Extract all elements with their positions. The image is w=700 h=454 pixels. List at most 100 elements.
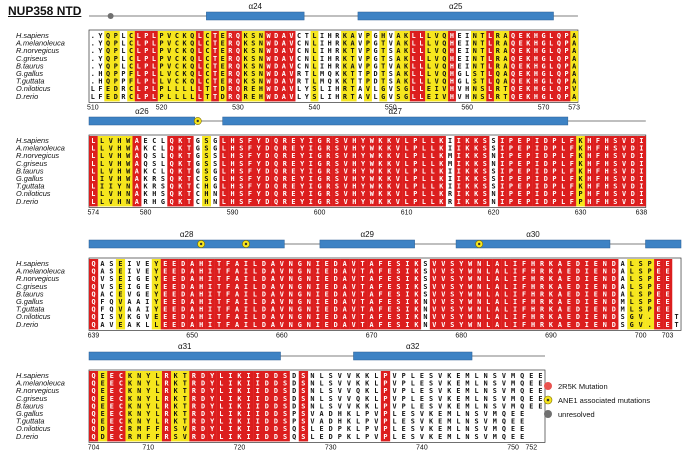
residue-letter: S	[483, 145, 487, 153]
residue-letter: D	[544, 167, 548, 175]
residue-letter: L	[253, 290, 257, 298]
residue-letter: V	[280, 290, 284, 298]
residue-letter: T	[480, 78, 484, 86]
residue-letter: V	[289, 40, 293, 48]
residue-letter: V	[374, 425, 378, 433]
conservation-cell	[196, 259, 206, 330]
residue-letter: S	[396, 290, 400, 298]
residue-letter: K	[579, 183, 584, 191]
conservation-cell	[448, 31, 456, 102]
conservation-cell	[331, 259, 341, 330]
residue-letter: K	[174, 387, 179, 395]
residue-letter: I	[244, 290, 248, 298]
residue-letter: E	[657, 283, 661, 291]
residue-letter: I	[500, 190, 504, 198]
residue-letter: I	[320, 47, 324, 55]
residue-letter: M	[465, 387, 469, 395]
residue-letter: E	[291, 160, 295, 168]
residue-letter: W	[370, 183, 375, 191]
residue-letter: L	[488, 85, 492, 93]
residue-letter: N	[473, 85, 477, 93]
residue-letter: L	[222, 152, 226, 160]
conservation-cell	[501, 259, 511, 330]
residue-letter: V	[389, 40, 393, 48]
residue-letter: L	[456, 418, 460, 426]
residue-letter: S	[639, 298, 643, 306]
residue-letter: N	[307, 306, 311, 314]
residue-letter: V	[622, 198, 626, 206]
residue-letter: S	[204, 145, 208, 153]
residue-letter: H	[605, 175, 609, 183]
residue-letter: D	[181, 321, 185, 329]
residue-letter: N	[603, 290, 607, 298]
residue-letter: L	[427, 70, 431, 78]
position-tick: 540	[309, 104, 321, 111]
residue-letter: Y	[300, 175, 305, 183]
residue-letter: R	[283, 190, 288, 198]
residue-letter: I	[247, 418, 251, 426]
residue-letter: P	[509, 183, 513, 191]
residue-letter: A	[190, 298, 194, 306]
residue-letter: G	[298, 283, 302, 291]
residue-letter: .	[91, 62, 95, 70]
residue-letter: Y	[305, 93, 310, 101]
residue-letter: I	[228, 410, 232, 418]
residue-letter: F	[596, 145, 600, 153]
residue-letter: I	[435, 93, 439, 101]
residue-letter: S	[109, 283, 113, 291]
residue-letter: P	[121, 78, 125, 86]
residue-letter: Q	[170, 175, 174, 183]
residue-letter: N	[310, 395, 314, 403]
residue-letter: L	[160, 70, 164, 78]
residue-letter: D	[612, 283, 616, 291]
residue-letter: V	[118, 313, 122, 321]
species-label: C.griseus	[16, 159, 48, 168]
residue-letter: P	[144, 70, 148, 78]
residue-letter: R	[540, 275, 545, 283]
residue-letter: E	[511, 418, 515, 426]
helix-bar	[353, 351, 473, 361]
residue-letter: K	[414, 290, 419, 298]
residue-letter: Q	[442, 47, 446, 55]
conservation-cell	[104, 31, 113, 102]
residue-letter: P	[564, 85, 568, 93]
residue-letter: K	[579, 167, 584, 175]
residue-letter: L	[405, 198, 409, 206]
ane1-marker-center	[196, 119, 199, 123]
position-tick: 620	[488, 209, 500, 216]
conservation-cell	[143, 371, 154, 442]
residue-letter: S	[613, 152, 617, 160]
residue-letter: Q	[236, 70, 240, 78]
residue-letter: D	[334, 321, 338, 329]
residue-letter: S	[335, 160, 339, 168]
residue-letter: K	[439, 190, 444, 198]
conservation-cell	[198, 371, 208, 442]
residue-letter: V	[280, 283, 284, 291]
residue-letter: S	[480, 93, 484, 101]
residue-letter: N	[137, 387, 141, 395]
residue-letter: H	[531, 321, 535, 329]
residue-letter: R	[283, 160, 288, 168]
residue-letter: H	[534, 62, 538, 70]
helix-bar	[206, 11, 305, 21]
residue-letter: K	[178, 190, 183, 198]
residue-letter: A	[343, 275, 347, 283]
residue-letter: I	[309, 145, 313, 153]
species-label: G.gallus	[16, 297, 43, 306]
residue-letter: K	[136, 321, 141, 329]
residue-letter: E	[110, 387, 114, 395]
residue-letter: P	[526, 160, 530, 168]
residue-letter: L	[222, 160, 226, 168]
conservation-cell	[546, 259, 556, 330]
residue-letter: E	[251, 85, 255, 93]
residue-letter: Q	[496, 70, 500, 78]
residue-letter: I	[256, 425, 260, 433]
residue-letter: G	[318, 152, 322, 160]
residue-letter: P	[413, 190, 417, 198]
residue-letter: K	[174, 418, 179, 426]
residue-letter: T	[351, 55, 355, 63]
residue-letter: Q	[496, 78, 500, 86]
residue-letter: A	[235, 260, 239, 268]
residue-letter: Q	[292, 425, 296, 433]
residue-letter: P	[564, 32, 568, 40]
